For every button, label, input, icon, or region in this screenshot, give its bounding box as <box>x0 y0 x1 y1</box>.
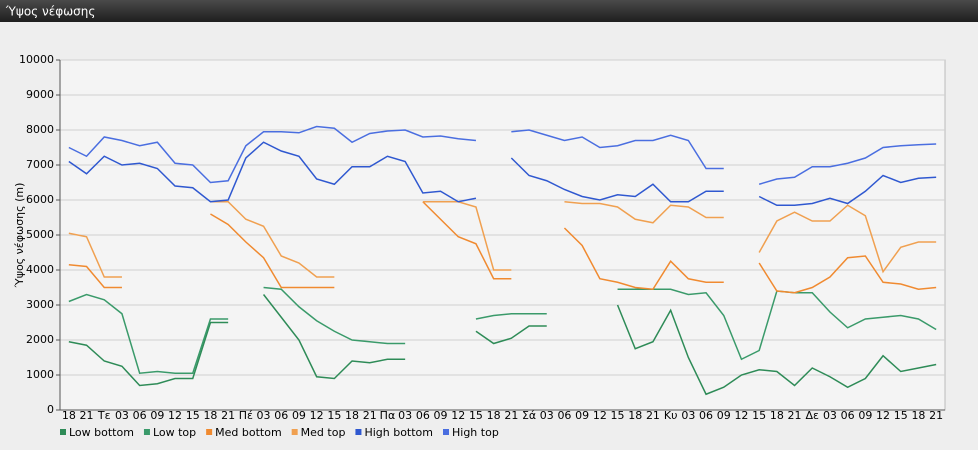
x-tick-label: 09 <box>292 409 306 422</box>
x-tick-label: 06 <box>699 409 713 422</box>
legend-swatch <box>355 429 362 435</box>
series-line <box>68 125 937 185</box>
series-line <box>68 201 937 294</box>
x-tick-label: 21 <box>80 409 94 422</box>
x-tick-label: 09 <box>150 409 164 422</box>
y-tick-label: 0 <box>47 403 54 416</box>
x-tick-label: 09 <box>434 409 448 422</box>
x-tick-label: 18 <box>203 409 217 422</box>
legend-swatch <box>291 429 298 435</box>
x-tick-label: 21 <box>504 409 518 422</box>
x-tick-label: 12 <box>593 409 607 422</box>
legend-swatch <box>60 429 66 435</box>
x-tick-label: 18 <box>628 409 642 422</box>
x-tick-label: 03 <box>398 409 412 422</box>
y-tick-label: 1000 <box>26 368 54 381</box>
y-tick-label: 9000 <box>26 88 54 101</box>
x-tick-label: 03 <box>540 409 554 422</box>
y-tick-label: 5000 <box>26 228 54 241</box>
x-tick-label: 15 <box>186 409 200 422</box>
x-tick-label: 12 <box>451 409 465 422</box>
y-tick-label: 7000 <box>26 158 54 171</box>
x-tick-label: 12 <box>734 409 748 422</box>
x-tick-label: 15 <box>327 409 341 422</box>
x-tick-label: 06 <box>274 409 288 422</box>
y-tick-label: 10000 <box>19 53 54 66</box>
legend-swatch <box>143 429 150 435</box>
x-tick-label: 06 <box>841 409 855 422</box>
x-tick-label: Δε <box>806 409 820 422</box>
x-tick-label: 15 <box>611 409 625 422</box>
series-line <box>68 294 937 396</box>
x-tick-label: 18 <box>62 409 76 422</box>
x-tick-label: 03 <box>257 409 271 422</box>
x-tick-label: 18 <box>911 409 925 422</box>
x-tick-label: Πα <box>380 409 396 422</box>
legend-label: High bottom <box>364 426 433 439</box>
x-tick-label: 21 <box>646 409 660 422</box>
x-tick-label: 15 <box>469 409 483 422</box>
x-tick-label: 18 <box>487 409 501 422</box>
x-tick-label: Σά <box>522 409 536 422</box>
legend-label: High top <box>452 426 499 439</box>
x-tick-label: 21 <box>363 409 377 422</box>
y-tick-label: 4000 <box>26 263 54 276</box>
y-tick-label: 3000 <box>26 298 54 311</box>
x-tick-label: 12 <box>876 409 890 422</box>
x-tick-label: 18 <box>770 409 784 422</box>
series-line <box>68 201 937 278</box>
x-tick-label: 09 <box>717 409 731 422</box>
x-tick-label: 18 <box>345 409 359 422</box>
series-line <box>68 141 937 206</box>
legend-swatch <box>206 429 213 435</box>
series-line <box>68 286 937 375</box>
x-tick-label: 06 <box>133 409 147 422</box>
legend-label: Med bottom <box>215 426 282 439</box>
legend-label: Low top <box>153 426 196 439</box>
x-tick-label: 12 <box>310 409 324 422</box>
x-tick-label: 06 <box>557 409 571 422</box>
legend-swatch <box>443 429 449 435</box>
x-tick-label: 06 <box>416 409 430 422</box>
x-tick-label: 09 <box>575 409 589 422</box>
x-tick-label: 03 <box>823 409 837 422</box>
x-tick-label: 09 <box>858 409 872 422</box>
legend-label: Med top <box>301 426 346 439</box>
x-tick-label: 21 <box>929 409 943 422</box>
x-tick-label: 12 <box>168 409 182 422</box>
x-tick-label: 21 <box>788 409 802 422</box>
window-title: Ύψος νέφωσης <box>5 5 95 19</box>
x-tick-label: 03 <box>681 409 695 422</box>
x-tick-label: 03 <box>115 409 129 422</box>
y-axis-label: Ύψος νέφωσης (m) <box>13 183 26 289</box>
y-tick-label: 6000 <box>26 193 54 206</box>
x-tick-label: 21 <box>221 409 235 422</box>
x-tick-label: Κυ <box>664 409 678 422</box>
y-tick-label: 8000 <box>26 123 54 136</box>
x-tick-label: 15 <box>752 409 766 422</box>
x-tick-label: Τε <box>97 409 111 422</box>
x-tick-label: 15 <box>894 409 908 422</box>
x-tick-label: Πέ <box>239 409 253 422</box>
y-tick-label: 2000 <box>26 333 54 346</box>
legend-label: Low bottom <box>69 426 134 439</box>
title-bar <box>0 0 978 22</box>
